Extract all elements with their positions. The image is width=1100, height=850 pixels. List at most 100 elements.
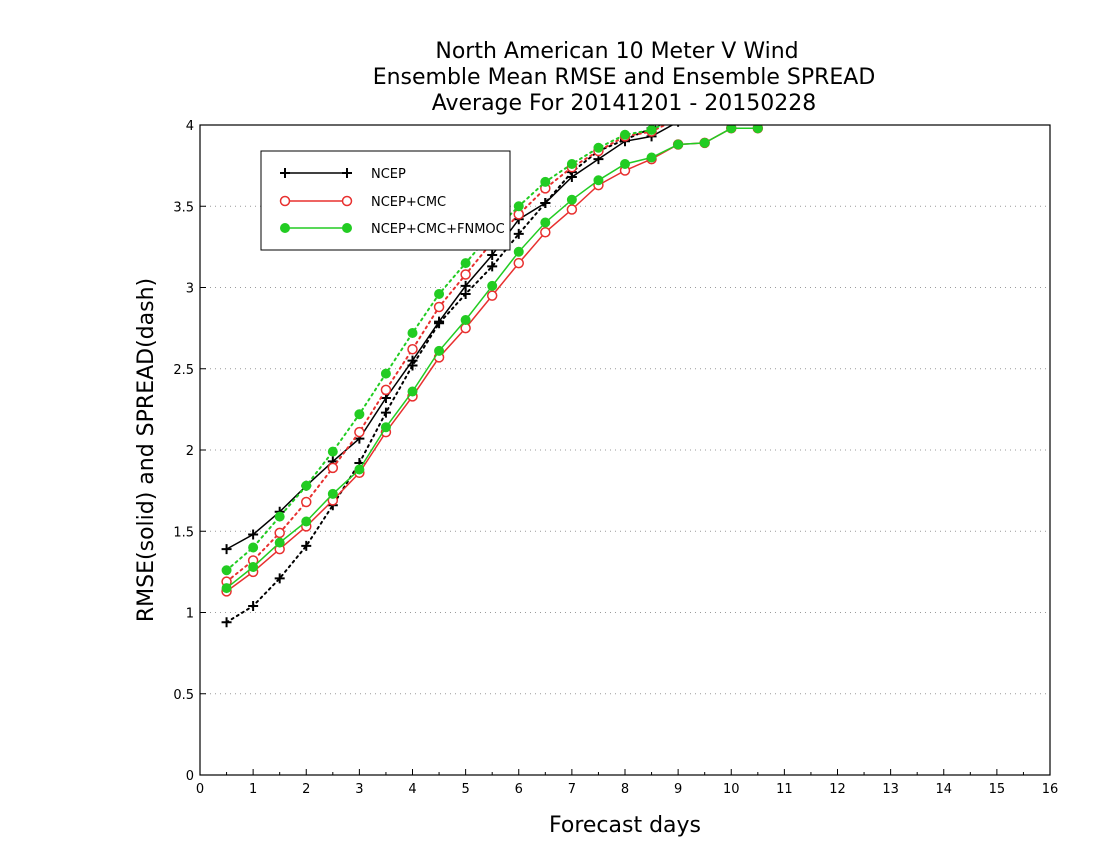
y-tick-label-8: 4: [186, 119, 194, 134]
point-ncep-cmc-rmse-11: [513, 257, 524, 269]
legend-label-ncep: NCEP: [371, 167, 406, 182]
legend-marker-left-ncep: [280, 168, 290, 178]
gridlines: [200, 205, 1050, 695]
point-ncep-cmc-spread-3: [301, 496, 312, 508]
x-tick-label-0: 0: [196, 782, 204, 797]
point-ncep-cmc-fnmoc-rmse-3: [301, 516, 312, 527]
point-ncep-cmc-spread-7: [407, 344, 418, 355]
legend-label-ncep-cmc-fnmoc: NCEP+CMC+FNMOC: [371, 222, 505, 237]
x-axis: 0 1 2 3 4 5 6 7 8 9 10 11 12 13 14 15 16: [196, 769, 1058, 797]
point-ncep-cmc-fnmoc-rmse-5: [354, 464, 365, 475]
point-ncep-cmc-fnmoc-rmse-4: [327, 488, 338, 499]
point-ncep-cmc-fnmoc-rmse-0: [221, 583, 232, 594]
point-ncep-rmse-1: [248, 529, 259, 540]
series-layer: [221, 125, 764, 628]
point-ncep-cmc-fnmoc-spread-9: [460, 258, 471, 269]
y-tick-label-0: 0: [186, 769, 194, 784]
x-tick-label-11: 11: [776, 782, 793, 797]
y-axis: 0 0.5 1 1.5 2 2.5 3 3.5 4: [173, 119, 206, 784]
y-tick-label-2: 1: [186, 607, 194, 622]
chart-title-line-2: Ensemble Mean RMSE and Ensemble SPREAD: [373, 65, 876, 90]
chart-title: North American 10 Meter V Wind Ensemble …: [373, 39, 876, 116]
legend-marker-right-ncep: [342, 168, 352, 178]
x-tick-label-14: 14: [935, 782, 952, 797]
point-ncep-cmc-fnmoc-rmse-15: [620, 159, 630, 169]
legend-sample-ncep-cmc: [279, 195, 353, 207]
point-ncep-cmc-fnmoc-spread-15: [620, 129, 630, 140]
series-ncep-cmc-fnmoc-rmse: [221, 125, 763, 594]
point-ncep-cmc-spread-6: [380, 384, 392, 396]
point-ncep-cmc-rmse-13: [566, 204, 578, 215]
point-ncep-cmc-fnmoc-spread-3: [301, 480, 312, 491]
point-ncep-cmc-fnmoc-rmse-14: [593, 175, 604, 186]
point-ncep-spread-2: [274, 573, 285, 584]
legend-sample-ncep: [280, 168, 352, 178]
x-tick-label-12: 12: [829, 782, 846, 797]
point-ncep-cmc-fnmoc-rmse-8: [434, 345, 445, 356]
point-ncep-cmc-fnmoc-rmse-17: [673, 139, 684, 150]
point-ncep-cmc-fnmoc-rmse-20: [752, 125, 763, 134]
point-ncep-spread-12: [540, 198, 551, 208]
point-ncep-cmc-fnmoc-spread-11: [513, 201, 524, 212]
legend-marker-left-ncep-cmc-fnmoc: [280, 223, 290, 233]
point-ncep-cmc-fnmoc-rmse-2: [274, 537, 285, 548]
x-tick-label-1: 1: [249, 782, 257, 797]
chart-title-line-1: North American 10 Meter V Wind: [435, 39, 798, 64]
point-ncep-rmse-0: [221, 544, 232, 555]
x-tick-label-16: 16: [1042, 782, 1059, 797]
x-tick-label-9: 9: [674, 782, 682, 797]
point-ncep-cmc-fnmoc-rmse-1: [248, 562, 259, 572]
point-ncep-cmc-rmse-10: [486, 290, 498, 301]
point-ncep-cmc-fnmoc-spread-2: [274, 511, 285, 522]
point-ncep-cmc-fnmoc-rmse-18: [699, 137, 710, 148]
point-ncep-spread-9: [460, 289, 471, 299]
legend-label-ncep-cmc: NCEP+CMC: [371, 195, 446, 210]
point-ncep-spread-8: [434, 318, 445, 329]
point-ncep-spread-3: [301, 540, 312, 551]
point-ncep-spread-1: [248, 601, 259, 611]
x-tick-label-8: 8: [621, 782, 629, 797]
point-ncep-cmc-spread-2: [274, 527, 285, 539]
series-line-ncep-spread: [225, 125, 662, 624]
point-ncep-spread-0: [221, 617, 232, 628]
x-tick-label-15: 15: [989, 782, 1006, 797]
point-ncep-cmc-fnmoc-spread-12: [540, 176, 551, 187]
point-ncep-cmc-fnmoc-rmse-16: [646, 152, 657, 163]
point-ncep-cmc-fnmoc-rmse-10: [487, 280, 498, 291]
point-ncep-cmc-fnmoc-spread-6: [380, 368, 391, 379]
point-ncep-spread-11: [513, 228, 524, 239]
point-ncep-cmc-spread-4: [327, 462, 339, 474]
point-ncep-cmc-fnmoc-spread-1: [248, 542, 259, 553]
y-tick-label-7: 3.5: [173, 200, 194, 215]
y-tick-label-6: 3: [186, 282, 194, 297]
point-ncep-cmc-fnmoc-spread-4: [327, 446, 338, 457]
point-ncep-cmc-fnmoc-rmse-12: [540, 217, 551, 228]
x-tick-label-10: 10: [723, 782, 740, 797]
point-ncep-cmc-fnmoc-rmse-7: [407, 386, 418, 397]
x-tick-label-5: 5: [461, 782, 469, 797]
x-tick-label-2: 2: [302, 782, 310, 797]
y-tick-label-1: 0.5: [173, 688, 194, 703]
point-ncep-cmc-fnmoc-spread-14: [593, 142, 604, 153]
x-axis-label: Forecast days: [549, 813, 701, 838]
point-ncep-cmc-fnmoc-spread-7: [407, 328, 418, 338]
legend-marker-left-ncep-cmc: [279, 195, 291, 207]
y-tick-label-3: 1.5: [173, 525, 194, 540]
point-ncep-cmc-rmse-12: [540, 227, 551, 238]
point-ncep-cmc-fnmoc-spread-5: [354, 409, 365, 420]
point-ncep-cmc-fnmoc-spread-13: [566, 159, 577, 169]
chart-title-line-3: Average For 20141201 - 20150228: [432, 91, 817, 116]
legend: NCEP NCEP+CMC NCEP+CMC+FNMOC: [260, 150, 511, 251]
point-ncep-cmc-fnmoc-spread-16: [646, 125, 657, 135]
y-axis-label: RMSE(solid) and SPREAD(dash): [134, 278, 159, 622]
point-ncep-cmc-fnmoc-rmse-11: [513, 246, 524, 257]
point-ncep-spread-7: [407, 360, 418, 371]
x-tick-label-4: 4: [408, 782, 416, 797]
point-ncep-cmc-fnmoc-rmse-19: [726, 125, 737, 134]
point-ncep-cmc-fnmoc-spread-8: [434, 289, 445, 299]
point-ncep-cmc-spread-8: [433, 301, 445, 313]
point-ncep-spread-10: [487, 261, 498, 272]
x-tick-label-3: 3: [355, 782, 363, 797]
point-ncep-cmc-fnmoc-rmse-6: [380, 422, 391, 433]
